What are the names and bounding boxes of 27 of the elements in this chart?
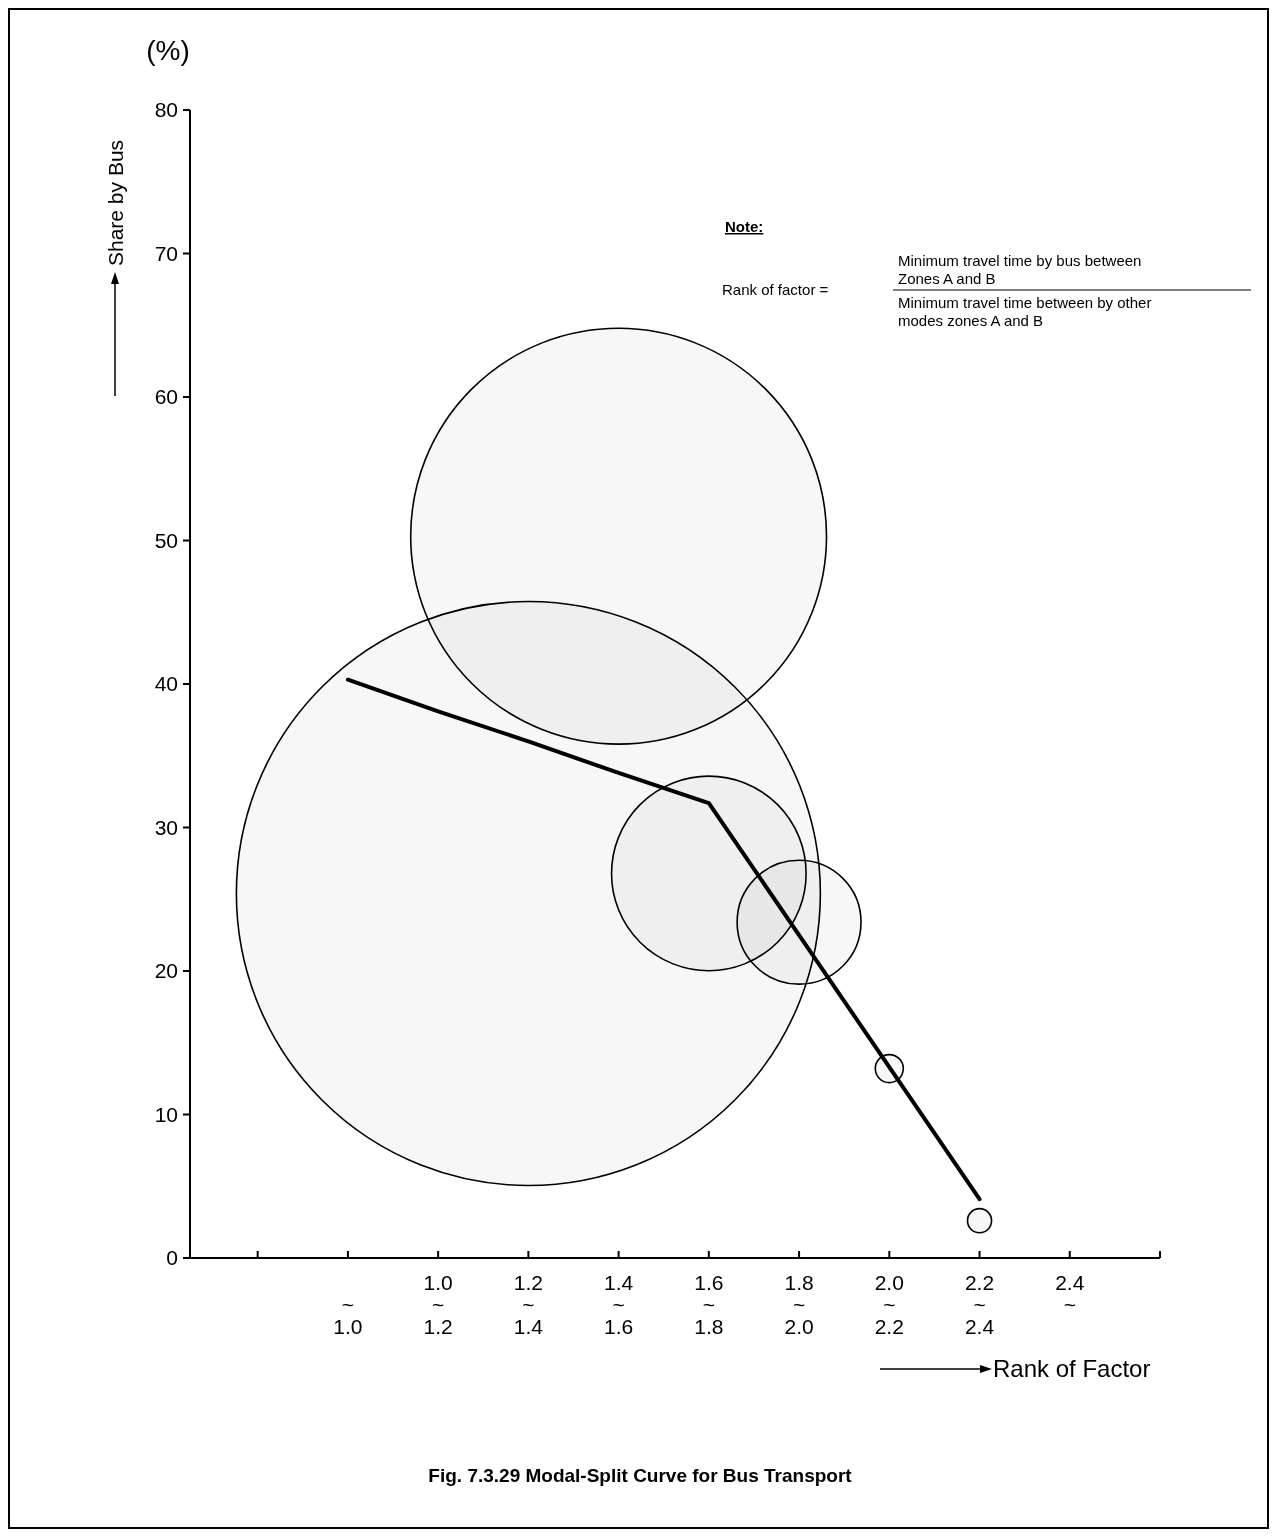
text: (%) (146, 35, 190, 66)
y-tick-label: 80 (154, 98, 178, 122)
x-tick-label: 2.0 ~ 2.2 (874, 1271, 904, 1338)
line-series (345, 677, 982, 1202)
x-tick-label: 1.4 ~ 1.6 (604, 1271, 634, 1338)
y-tick-label: 60 (154, 385, 178, 409)
y-tick-label: 30 (154, 815, 178, 839)
annotation: Note: (725, 218, 764, 235)
x-tick-label: 2.4 ~ (1055, 1271, 1085, 1316)
y-axis-title: Share by Bus (104, 139, 127, 266)
x-tick-label: 1.6 ~ 1.8 (694, 1271, 724, 1338)
annotation: Minimum travel time by bus between Zones A and B (898, 252, 1142, 287)
x-tick-label: 1.0 ~ 1.2 (423, 1271, 453, 1338)
annotation: Minimum travel time between by other modes zones A and B (898, 294, 1152, 329)
annotation: Rank of factor = (722, 281, 829, 298)
y-tick-label: 0 (166, 1246, 178, 1270)
text: Fig. 7.3.29 Modal-Split Curve for Bus Transport (428, 1465, 853, 1486)
y-tick-label: 20 (154, 959, 178, 983)
x-axis-title: Rank of Factor (993, 1355, 1151, 1382)
x-tick-label: 1.8 ~ 2.0 (784, 1271, 814, 1338)
y-tick-label: 70 (154, 241, 178, 265)
y-tick-label: 10 (154, 1102, 178, 1126)
y-tick-label: 40 (154, 672, 178, 696)
x-tick-label: 2.2 ~ 2.4 (964, 1271, 995, 1338)
y-tick-label: 50 (154, 528, 178, 552)
x-tick-label: ~ 1.0 (333, 1293, 363, 1338)
x-tick-label: 1.2 ~ 1.4 (513, 1271, 544, 1338)
